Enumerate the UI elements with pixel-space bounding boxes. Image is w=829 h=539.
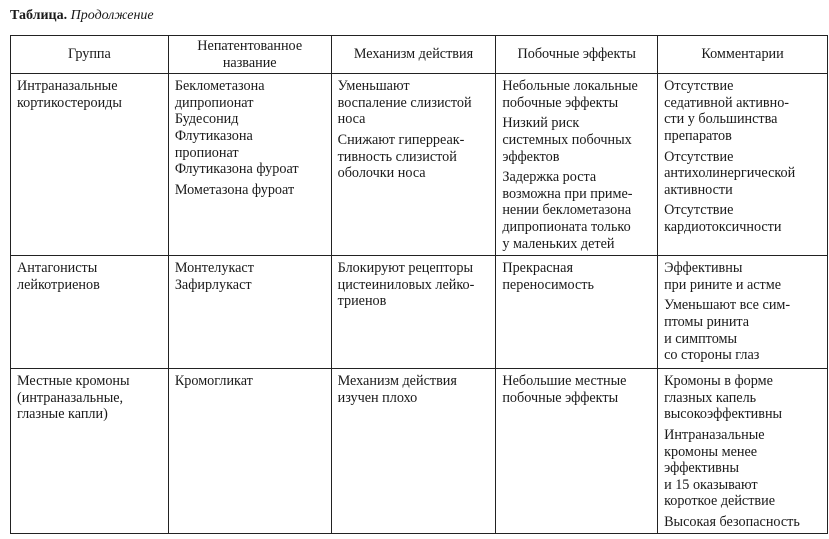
header-mechanism: Механизм действия xyxy=(330,34,497,75)
cell-side-effects: Небольные локальные побочные эффекты Низк… xyxy=(495,73,659,257)
cell-mechanism: Уменьшают воспаление слизистой носа Снижа… xyxy=(330,73,497,257)
caption-subtitle: Продолжение xyxy=(70,8,154,23)
cell-paragraph: Кромоны в форме глазных капель высокоэфф… xyxy=(664,373,783,423)
cell-paragraph: Монтелукаст Зафирлукаст xyxy=(174,260,254,293)
cell-mechanism: Механизм действия изучен плохо xyxy=(330,368,497,535)
cell-paragraph: Снижают гиперреак- тивность слизистой об… xyxy=(337,131,465,182)
cell-comments: Отсутствие седативной активно- сти у бол… xyxy=(657,73,828,257)
cell-paragraph: Уменьшают воспаление слизистой носа xyxy=(337,78,472,128)
header-row: Группа Непатентованное название Механизм д… xyxy=(10,34,828,75)
cell-paragraph: Отсутствие кардиотоксичности xyxy=(664,202,782,235)
cell-group: Интраназальные кортикостероиды xyxy=(10,73,169,257)
cell-paragraph: Прекрасная переносимость xyxy=(502,260,594,293)
cell-paragraph: Отсутствие седативной активно- сти у бол… xyxy=(664,78,790,144)
table-row: Антагонисты лейкотриенов Монтелукаст Зафи… xyxy=(10,255,828,370)
header-comments: Комментарии xyxy=(657,34,828,75)
cell-paragraph: Небольшие местные побочные эффекты xyxy=(502,373,627,406)
cell-paragraph: Высокая безопасность xyxy=(664,513,800,530)
cell-paragraph: Антагонисты лейкотриенов xyxy=(17,260,100,293)
cell-group: Местные кромоны (интраназальные, глазные… xyxy=(10,368,169,535)
header-group: Группа xyxy=(10,34,169,75)
cell-paragraph: Интраназальные кортикостероиды xyxy=(17,78,122,111)
cell-paragraph: Интраназальные кромоны менее эффективны … xyxy=(664,426,776,510)
cell-paragraph: Отсутствие антихолинергической активност… xyxy=(664,148,796,198)
cell-side-effects: Прекрасная переносимость xyxy=(495,255,659,370)
table-caption: Таблица. Продолжение xyxy=(10,8,154,24)
cell-paragraph: Эффективны при рините и астме xyxy=(664,260,782,293)
cell-paragraph: Мометазона фуроат xyxy=(174,181,295,198)
table-row: Местные кромоны (интраназальные, глазные… xyxy=(10,368,828,535)
header-generic-name: Непатентованное название xyxy=(167,34,332,75)
cell-paragraph: Низкий риск системных побочных эффектов xyxy=(502,115,632,165)
caption-label: Таблица. xyxy=(10,8,68,23)
header-side-effects: Побочные эффекты xyxy=(495,34,659,75)
cell-paragraph: Задержка роста возможна при приме- нении… xyxy=(502,169,633,252)
cell-generic-name: Монтелукаст Зафирлукаст xyxy=(167,255,332,370)
cell-paragraph: Местные кромоны (интраназальные, глазные… xyxy=(17,373,130,423)
cell-comments: Кромоны в форме глазных капель высокоэфф… xyxy=(657,368,828,535)
cell-comments: Эффективны при рините и астме Уменьшают в… xyxy=(657,255,828,370)
cell-generic-name: Беклометазона дипропионат Будесонид Флут… xyxy=(167,73,332,257)
cell-group: Антагонисты лейкотриенов xyxy=(10,255,169,370)
cell-paragraph: Блокируют рецепторы цистеиниловых лейко-… xyxy=(337,260,475,310)
cell-generic-name: Кромогликат xyxy=(167,368,332,535)
drug-table: Группа Непатентованное название Механизм д… xyxy=(10,34,828,535)
cell-paragraph: Небольные локальные побочные эффекты xyxy=(502,78,638,111)
cell-mechanism: Блокируют рецепторы цистеиниловых лейко-… xyxy=(330,255,497,370)
cell-paragraph: Механизм действия изучен плохо xyxy=(337,373,457,406)
cell-paragraph: Кромогликат xyxy=(174,373,253,390)
cell-paragraph: Уменьшают все сим- птомы ринита и симпто… xyxy=(664,297,791,364)
cell-side-effects: Небольшие местные побочные эффекты xyxy=(495,368,659,535)
table-row: Интраназальные кортикостероиды Беклометаз… xyxy=(10,73,828,257)
cell-paragraph: Беклометазона дипропионат Будесонид Флут… xyxy=(174,78,299,178)
